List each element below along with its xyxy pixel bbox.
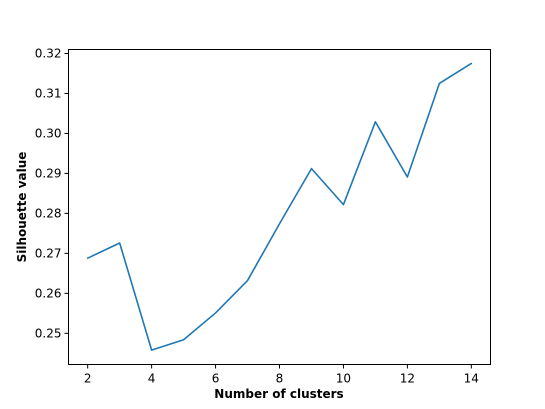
x-tick-label: 6 bbox=[212, 372, 220, 386]
y-tick-label: 0.28 bbox=[35, 206, 62, 220]
y-tick-label: 0.29 bbox=[35, 166, 62, 180]
x-tick-label: 2 bbox=[84, 372, 92, 386]
x-tick-label: 14 bbox=[464, 372, 479, 386]
x-tick-label: 4 bbox=[148, 372, 156, 386]
y-tick-label: 0.27 bbox=[35, 246, 62, 260]
y-tick-label: 0.26 bbox=[35, 286, 62, 300]
x-tick-label: 10 bbox=[336, 372, 351, 386]
y-tick-label: 0.25 bbox=[35, 326, 62, 340]
y-tick-label: 0.30 bbox=[35, 126, 62, 140]
y-tick-label: 0.32 bbox=[35, 46, 62, 60]
x-tick-label: 8 bbox=[276, 372, 284, 386]
x-tick-label: 12 bbox=[400, 372, 415, 386]
y-axis-label: Silhouette value bbox=[15, 152, 29, 263]
x-axis-label: Number of clusters bbox=[214, 387, 343, 401]
y-tick-label: 0.31 bbox=[35, 86, 62, 100]
